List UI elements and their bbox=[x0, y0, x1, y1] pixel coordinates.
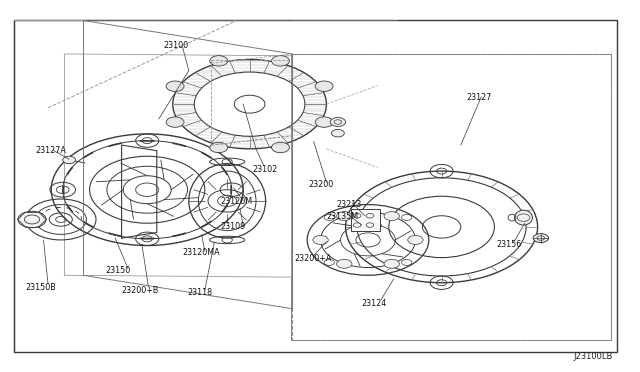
Text: 23200: 23200 bbox=[308, 180, 333, 189]
Circle shape bbox=[63, 156, 76, 164]
Bar bbox=[291, 54, 611, 340]
Text: 23109: 23109 bbox=[221, 222, 246, 231]
Text: 23120MA: 23120MA bbox=[182, 248, 220, 257]
Circle shape bbox=[315, 117, 333, 127]
Circle shape bbox=[271, 56, 289, 66]
Circle shape bbox=[337, 259, 352, 268]
Text: 23102: 23102 bbox=[253, 165, 278, 174]
Circle shape bbox=[337, 212, 352, 221]
Text: 23156: 23156 bbox=[496, 240, 521, 249]
Text: 23127: 23127 bbox=[466, 93, 492, 102]
Text: 23124: 23124 bbox=[361, 299, 386, 308]
Circle shape bbox=[384, 259, 399, 268]
Bar bbox=[292, 54, 611, 340]
Circle shape bbox=[315, 81, 333, 92]
Circle shape bbox=[384, 212, 399, 221]
Circle shape bbox=[533, 234, 548, 243]
Circle shape bbox=[210, 142, 228, 153]
Circle shape bbox=[166, 117, 184, 127]
Circle shape bbox=[313, 235, 328, 244]
Circle shape bbox=[18, 211, 46, 228]
Circle shape bbox=[210, 56, 228, 66]
Text: 23213: 23213 bbox=[337, 200, 362, 209]
Bar bbox=[291, 54, 611, 340]
Text: 23135M: 23135M bbox=[326, 212, 358, 221]
Circle shape bbox=[332, 129, 344, 137]
Text: 23150B: 23150B bbox=[26, 283, 56, 292]
Text: 23200+B: 23200+B bbox=[122, 286, 159, 295]
Circle shape bbox=[330, 118, 346, 126]
Text: 23100: 23100 bbox=[163, 41, 188, 50]
Bar bbox=[14, 20, 617, 352]
Circle shape bbox=[166, 81, 184, 92]
Circle shape bbox=[271, 142, 289, 153]
Text: 23150: 23150 bbox=[106, 266, 131, 275]
Text: 23120M: 23120M bbox=[221, 198, 253, 206]
Text: 23127A: 23127A bbox=[35, 146, 66, 155]
Text: 23118: 23118 bbox=[187, 288, 212, 297]
Bar bbox=[351, 209, 380, 231]
Ellipse shape bbox=[515, 210, 532, 225]
Text: 23200+A: 23200+A bbox=[294, 254, 332, 263]
Text: J23100LB: J23100LB bbox=[573, 352, 613, 361]
Circle shape bbox=[408, 235, 423, 244]
